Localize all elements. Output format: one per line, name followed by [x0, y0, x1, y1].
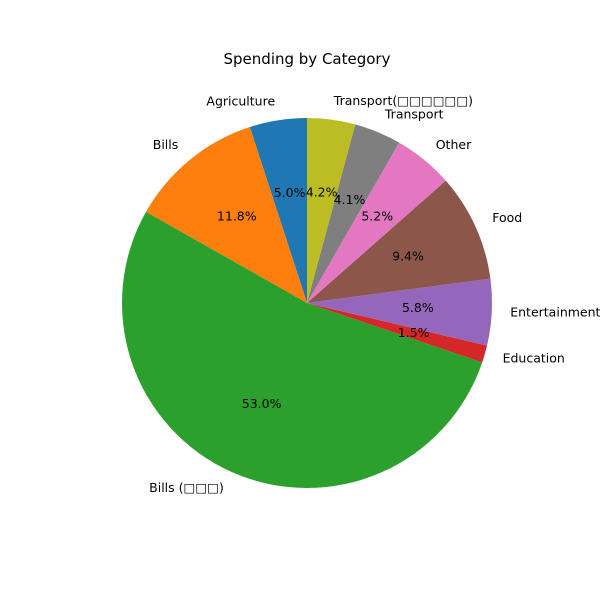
pie-slice-bills-1: [146, 127, 307, 304]
slice-label-bills-1: Bills: [153, 137, 179, 152]
pie-slice-transport-7: [307, 124, 400, 304]
slice-label-food-5: Food: [492, 210, 522, 225]
pie-slice-other-6: [307, 142, 446, 303]
chart-title: Spending by Category: [224, 50, 391, 68]
pie-slice-agriculture-0: [249, 118, 307, 303]
pie-slices: [122, 118, 492, 488]
slice-label-agriculture-0: Agriculture: [206, 94, 275, 109]
pie-slice-entertainment-4: [307, 278, 492, 346]
slice-pct-education-3: 1.5%: [398, 325, 430, 340]
slice-pct-bills-2: 53.0%: [242, 396, 282, 411]
pie-slice-transport-8: [307, 118, 356, 303]
slice-pct-transport-8: 4.2%: [306, 184, 338, 199]
slice-label-entertainment-4: Entertainment: [510, 305, 600, 320]
slice-label-education-3: Education: [503, 351, 565, 366]
slice-pct-other-6: 5.2%: [361, 209, 393, 224]
pie-labels: Agriculture 5.0% Bills 11.8% Bills (□□□) 53.0…: [149, 93, 600, 495]
pie-slice-bills-2: [122, 211, 483, 488]
slice-pct-agriculture-0: 5.0%: [274, 185, 306, 200]
slice-pct-entertainment-4: 5.8%: [402, 300, 434, 315]
pie-slice-education-3: [307, 303, 488, 363]
slice-label-transport-7: Transport: [384, 106, 444, 121]
pie-slice-food-5: [307, 180, 491, 303]
slice-pct-bills-1: 11.8%: [217, 209, 257, 224]
slice-label-transport-8: Transport(□□□□□□): [333, 93, 473, 108]
slice-label-other-6: Other: [436, 137, 472, 152]
slice-pct-food-5: 9.4%: [392, 249, 424, 264]
slice-pct-transport-7: 4.1%: [334, 192, 366, 207]
slice-label-bills-2: Bills (□□□): [149, 480, 224, 495]
